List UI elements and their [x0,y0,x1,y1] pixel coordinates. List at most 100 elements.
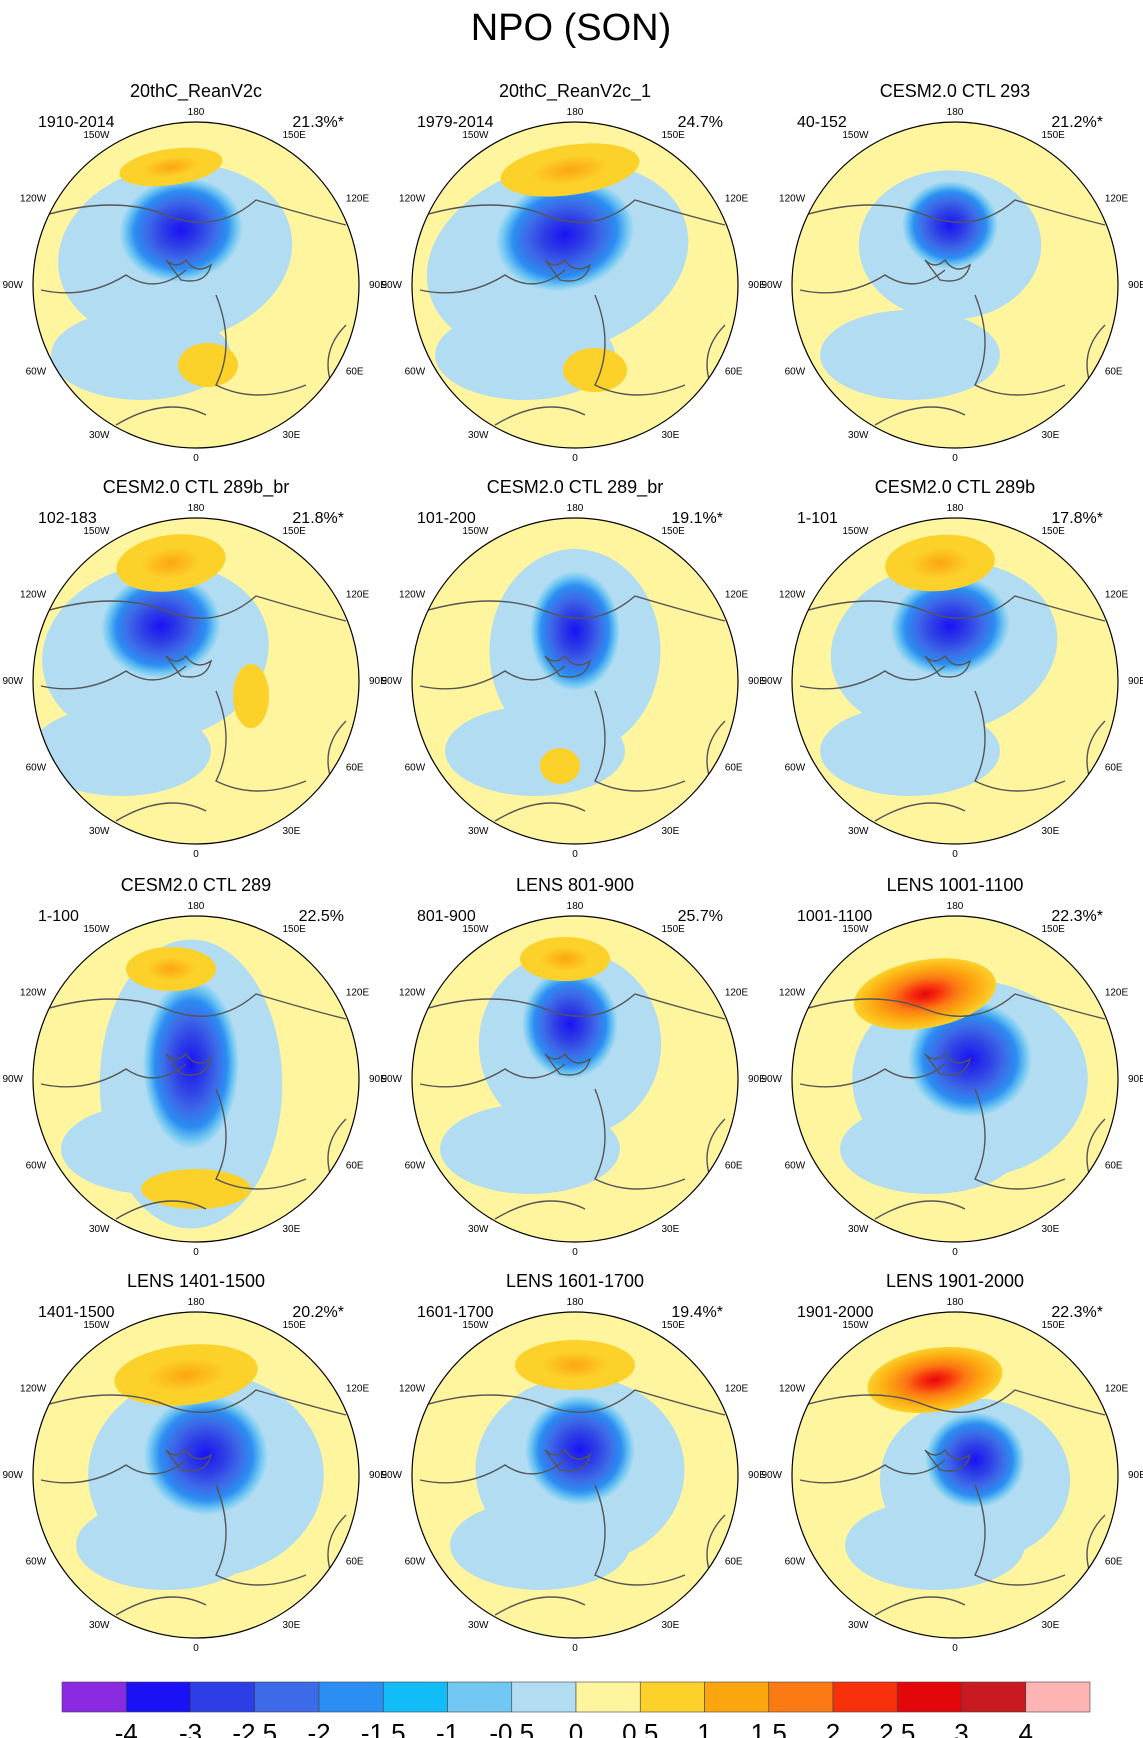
longitude-label: 0 [572,453,578,464]
longitude-label: 120E [346,590,370,601]
longitude-label: 0 [952,1643,958,1654]
panel-period: 1901-2000 [797,1304,874,1321]
colorbar-swatch [896,1681,962,1713]
longitude-label: 120W [399,1384,426,1395]
panel-period: 1401-1500 [38,1304,115,1321]
longitude-label: 150W [83,1320,110,1331]
longitude-label: 150E [662,1320,686,1331]
colorbar-swatch [704,1681,770,1713]
longitude-label: 30E [283,1224,301,1235]
longitude-label: 30W [468,826,489,837]
colorbar-tick-label: -2.5 [232,1718,277,1738]
longitude-label: 90W [761,1074,782,1085]
longitude-label: 150W [462,924,489,935]
longitude-label: 60E [1105,367,1123,378]
colorbar-tick-label: -1.5 [361,1718,406,1738]
panel-variance: 19.4%* [671,1304,723,1321]
longitude-label: 30W [848,1224,869,1235]
coastlines [419,595,726,822]
longitude-label: 120E [1105,1384,1129,1395]
colorbar-swatch [254,1681,320,1713]
longitude-label: 30W [848,826,869,837]
map-boundary [411,517,739,845]
longitude-label: 90W [381,280,402,291]
panel-title: LENS 1001-1100 [887,875,1024,895]
colorbar-swatch [61,1681,127,1713]
longitude-label: 150E [1042,526,1066,537]
panel-period: 1-100 [38,908,79,925]
panel-variance: 24.7% [678,114,723,131]
longitude-label: 60W [405,367,426,378]
longitude-label: 120W [779,590,806,601]
anomaly-field [799,958,1106,1220]
colorbar-tick-label: 0.5 [622,1718,658,1738]
negative-anomaly [495,178,635,292]
longitude-label: 150W [842,130,869,141]
longitude-label: 60W [785,763,806,774]
colorbar-swatch [125,1681,191,1713]
anomaly-field [799,534,1106,822]
longitude-label: 120E [346,1384,370,1395]
panel-period: 1601-1700 [417,1304,494,1321]
colorbar-tick-label: 4 [1019,1718,1033,1738]
longitude-label: 60E [346,1557,364,1568]
anomaly-field [799,1346,1106,1616]
positive-anomaly [126,947,216,991]
map-boundary [791,1311,1119,1639]
negative-anomaly [144,1395,268,1515]
longitude-label: 120W [399,590,426,601]
colorbar-swatch [832,1681,898,1713]
longitude-label: 90W [2,1074,23,1085]
colorbar-swatch [190,1681,256,1713]
longitude-label: 30E [662,1224,680,1235]
longitude-label: 30W [848,430,869,441]
panel-title: LENS 1901-2000 [886,1271,1024,1291]
longitude-label: 120E [346,988,370,999]
positive-anomaly [885,534,995,592]
panel-variance: 19.1%* [671,510,723,527]
longitude-label: 150E [283,130,307,141]
longitude-label: 150E [1042,924,1066,935]
longitude-label: 150W [83,130,110,141]
positive-anomaly [119,147,223,187]
negative-anomaly [925,1412,1025,1508]
longitude-label: 60W [405,1161,426,1172]
panel-period: 1910-2014 [38,114,115,131]
colorbar-tick-label: -2 [307,1718,330,1738]
panel-title: CESM2.0 CTL 289b_br [103,477,289,498]
colorbar-swatch [639,1681,705,1713]
panel-title: 20thC_ReanV2c_1 [499,81,651,102]
map-boundary [791,915,1119,1243]
negative-anomaly [522,969,618,1079]
longitude-label: 30W [89,1620,110,1631]
negative-anomaly [525,1395,635,1505]
longitude-label: 30E [1042,1620,1060,1631]
longitude-label: 150W [462,130,489,141]
panel-title: CESM2.0 CTL 293 [880,81,1030,101]
colorbar-swatch [768,1681,834,1713]
panel-variance: 22.5% [299,908,344,925]
positive-anomaly [515,1340,635,1390]
longitude-label: 150E [662,924,686,935]
longitude-label: 30W [468,1224,489,1235]
figure-title: NPO (SON) [471,7,672,49]
longitude-label: 60E [725,367,743,378]
longitude-label: 90W [761,280,782,291]
longitude-label: 90E [369,280,387,291]
longitude-label: 120W [779,1384,806,1395]
negative-anomaly [902,181,998,269]
coastlines [40,199,347,426]
longitude-label: 150E [662,130,686,141]
negative-anomaly [890,575,1010,677]
positive-anomaly [141,1169,251,1209]
map-boundary [411,1311,739,1639]
longitude-label: 150W [842,924,869,935]
map-panel: 180 150E 120E 90E 60E 30E 0 30W 60W 90W 120W 150W CE… [2,875,387,1258]
map-panel: 180 150E 120E 90E 60E 30E 0 30W 60W 90W 120W 150W CE… [761,477,1143,860]
longitude-label: 90E [748,1470,766,1481]
longitude-label: 180 [947,503,964,514]
panel-variance: 22.3%* [1051,1304,1103,1321]
longitude-label: 120W [20,590,47,601]
map-panel: 180 150E 120E 90E 60E 30E 0 30W 60W 90W 120W 150W 20… [2,81,387,464]
longitude-label: 120E [725,590,749,601]
